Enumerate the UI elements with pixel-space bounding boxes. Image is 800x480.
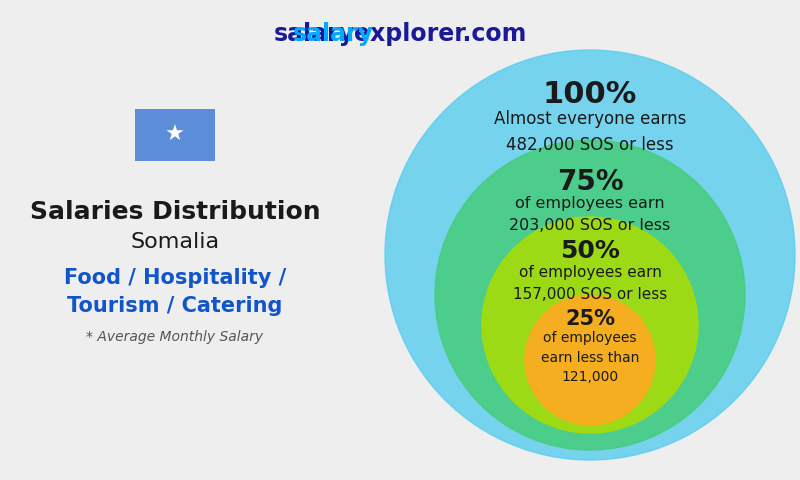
Circle shape	[435, 140, 745, 450]
Text: * Average Monthly Salary: * Average Monthly Salary	[86, 330, 263, 344]
Text: of employees earn
203,000 SOS or less: of employees earn 203,000 SOS or less	[510, 196, 670, 233]
Text: Salaries Distribution: Salaries Distribution	[30, 200, 320, 224]
Circle shape	[525, 295, 655, 425]
FancyBboxPatch shape	[135, 109, 215, 161]
Text: of employees earn
157,000 SOS or less: of employees earn 157,000 SOS or less	[513, 265, 667, 302]
Text: salaryexplorer.com: salaryexplorer.com	[274, 22, 526, 46]
Text: Almost everyone earns
482,000 SOS or less: Almost everyone earns 482,000 SOS or les…	[494, 110, 686, 155]
Text: 75%: 75%	[557, 168, 623, 196]
Text: 25%: 25%	[565, 309, 615, 329]
Text: Somalia: Somalia	[130, 232, 219, 252]
Text: Food / Hospitality /
Tourism / Catering: Food / Hospitality / Tourism / Catering	[64, 268, 286, 316]
Text: of employees
earn less than
121,000: of employees earn less than 121,000	[541, 331, 639, 384]
Circle shape	[482, 217, 698, 433]
Circle shape	[385, 50, 795, 460]
Text: ★: ★	[165, 125, 185, 145]
Text: 50%: 50%	[560, 239, 620, 263]
Text: 100%: 100%	[543, 80, 637, 109]
Text: salary: salary	[293, 22, 374, 46]
